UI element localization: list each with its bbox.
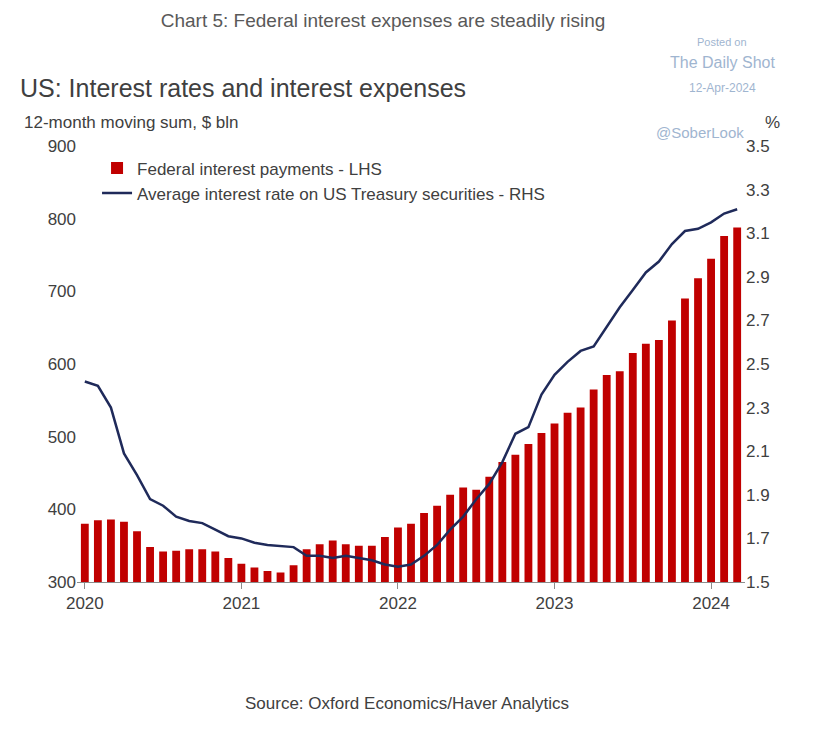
svg-text:2.1: 2.1 [746, 442, 770, 461]
svg-text:US: Interest rates and interes: US: Interest rates and interest expenses [20, 74, 466, 102]
svg-text:Source: Oxford Economics/Haver: Source: Oxford Economics/Haver Analytics [245, 694, 569, 713]
svg-text:Average interest rate on US Tr: Average interest rate on US Treasury sec… [137, 185, 545, 204]
svg-text:3.1: 3.1 [746, 224, 770, 243]
svg-text:900: 900 [48, 137, 76, 156]
svg-text:1.7: 1.7 [746, 529, 770, 548]
svg-text:2.3: 2.3 [746, 399, 770, 418]
svg-text:2022: 2022 [379, 594, 417, 613]
svg-text:700: 700 [48, 282, 76, 301]
svg-text:2.9: 2.9 [746, 268, 770, 287]
svg-text:300: 300 [48, 573, 76, 592]
svg-text:12-Apr-2024: 12-Apr-2024 [689, 81, 756, 95]
svg-text:2020: 2020 [66, 594, 104, 613]
svg-text:2021: 2021 [222, 594, 260, 613]
svg-text:2024: 2024 [692, 594, 730, 613]
svg-text:@SoberLook: @SoberLook [656, 124, 744, 141]
svg-text:500: 500 [48, 428, 76, 447]
svg-text:3.3: 3.3 [746, 181, 770, 200]
svg-text:600: 600 [48, 355, 76, 374]
svg-text:2.7: 2.7 [746, 311, 770, 330]
svg-text:%: % [765, 113, 780, 132]
svg-text:3.5: 3.5 [746, 137, 770, 156]
svg-text:Federal interest payments - LH: Federal interest payments - LHS [137, 160, 382, 179]
svg-text:Posted on: Posted on [697, 36, 747, 48]
svg-text:Chart 5: Federal interest expe: Chart 5: Federal interest expenses are s… [161, 10, 606, 31]
svg-text:12-month moving sum, $ bln: 12-month moving sum, $ bln [24, 113, 239, 132]
svg-text:1.9: 1.9 [746, 486, 770, 505]
svg-text:1.5: 1.5 [746, 573, 770, 592]
svg-text:400: 400 [48, 500, 76, 519]
svg-text:The Daily Shot: The Daily Shot [670, 54, 775, 71]
svg-text:800: 800 [48, 210, 76, 229]
svg-text:2023: 2023 [536, 594, 574, 613]
svg-text:2.5: 2.5 [746, 355, 770, 374]
